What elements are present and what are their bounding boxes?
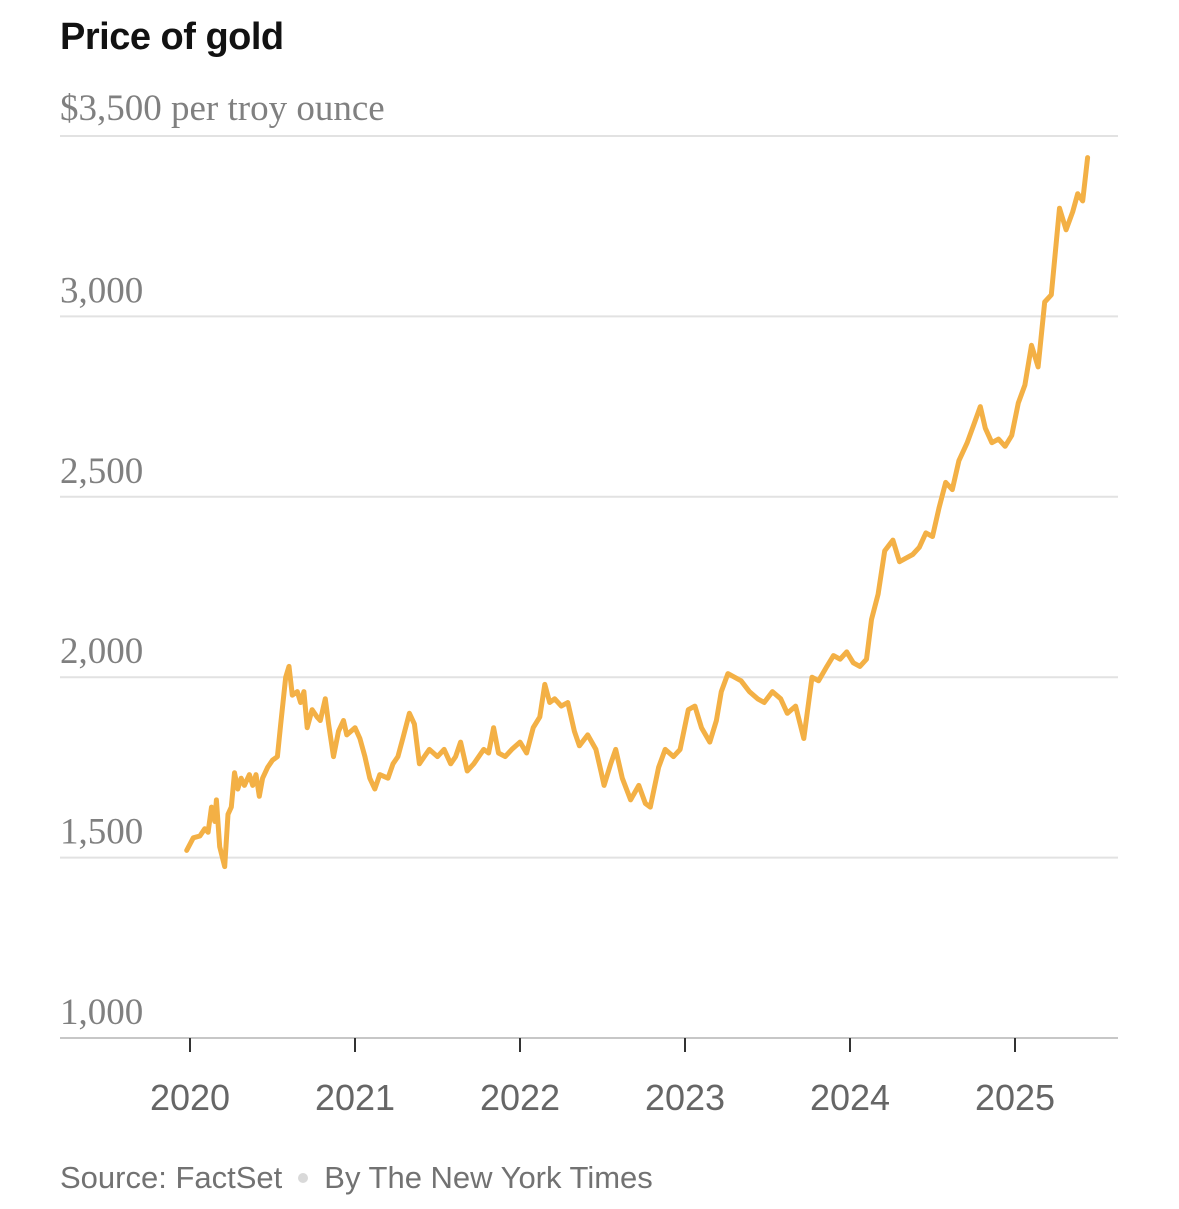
x-tick-label: 2021 bbox=[315, 1077, 395, 1118]
series-line bbox=[184, 155, 1091, 870]
y-tick-label: 1,000 bbox=[60, 992, 143, 1033]
x-tick-label: 2020 bbox=[150, 1077, 230, 1118]
series-layer bbox=[184, 155, 1091, 870]
y-tick-label: 2,000 bbox=[60, 631, 143, 672]
y-tick-label: 2,500 bbox=[60, 451, 143, 492]
y-axis: 3,000 2,500 2,000 1,500 1,000 bbox=[60, 270, 143, 1033]
x-tick-label: 2023 bbox=[645, 1077, 725, 1118]
y-axis-unit-label: $3,500 per troy ounce bbox=[60, 88, 385, 129]
y-tick-label: 1,500 bbox=[60, 812, 143, 853]
x-tick-label: 2024 bbox=[810, 1077, 890, 1118]
credit-note: By The New York Times bbox=[324, 1160, 653, 1195]
chart-footer: Source: FactSet By The New York Times bbox=[60, 1160, 653, 1196]
x-tick-label: 2025 bbox=[975, 1077, 1055, 1118]
chart-title: Price of gold bbox=[60, 16, 284, 58]
y-tick-label: 3,000 bbox=[60, 270, 143, 311]
source-note: Source: FactSet bbox=[60, 1160, 283, 1195]
gridlines bbox=[60, 135, 1118, 859]
separator-dot-icon bbox=[298, 1172, 309, 1183]
x-tick-label: 2022 bbox=[480, 1077, 560, 1118]
x-axis: 2020 2021 2022 2023 2024 2025 bbox=[150, 1038, 1055, 1118]
